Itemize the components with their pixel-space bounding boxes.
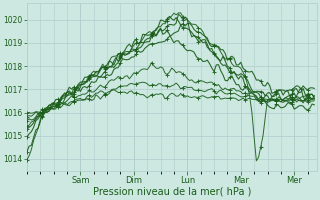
- X-axis label: Pression niveau de la mer( hPa ): Pression niveau de la mer( hPa ): [92, 187, 251, 197]
